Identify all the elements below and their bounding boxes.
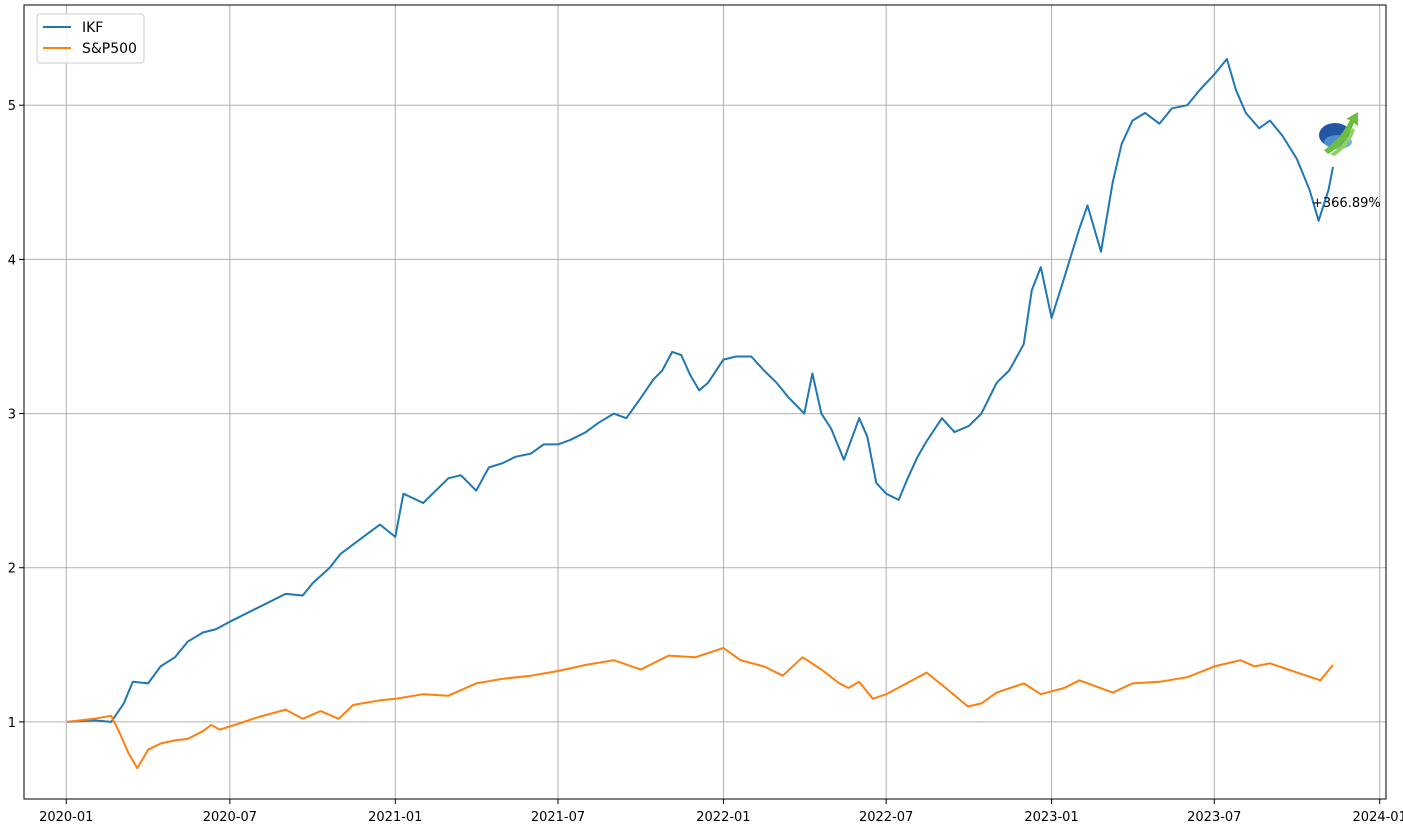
x-tick-label: 2023-07 — [1187, 810, 1241, 825]
legend-label-ikf: IKF — [82, 20, 103, 36]
x-tick-label: 2021-07 — [531, 810, 585, 825]
x-tick-label: 2020-07 — [203, 810, 257, 825]
y-tick-label: 2 — [8, 562, 16, 577]
x-tick-label: 2024-01 — [1353, 810, 1403, 825]
axes: 2020-01 2020-07 2021-01 2021-07 2022-01 2022-… — [8, 4, 1403, 825]
grid — [24, 5, 1386, 799]
plot-frame — [23, 4, 1387, 800]
legend: IKF S&P500 — [36, 13, 145, 64]
series-line-ikf — [67, 58, 1334, 723]
return-annotation: +366.89% — [1312, 196, 1381, 211]
legend-label-sp500: S&P500 — [82, 41, 137, 57]
x-tick-label: 2023-01 — [1024, 810, 1078, 825]
x-tick-label: 2020-01 — [39, 810, 93, 825]
series-line-sp500 — [67, 646, 1334, 770]
y-tick-label: 5 — [8, 99, 16, 114]
series-lines — [67, 58, 1334, 770]
logo-icon — [1319, 112, 1358, 156]
x-tick-label: 2022-07 — [859, 810, 913, 825]
x-tick-label: 2021-01 — [368, 810, 422, 825]
y-tick-label: 4 — [8, 253, 16, 268]
y-tick-label: 1 — [8, 716, 16, 731]
x-tick-label: 2022-01 — [696, 810, 750, 825]
y-tick-label: 3 — [8, 408, 16, 423]
